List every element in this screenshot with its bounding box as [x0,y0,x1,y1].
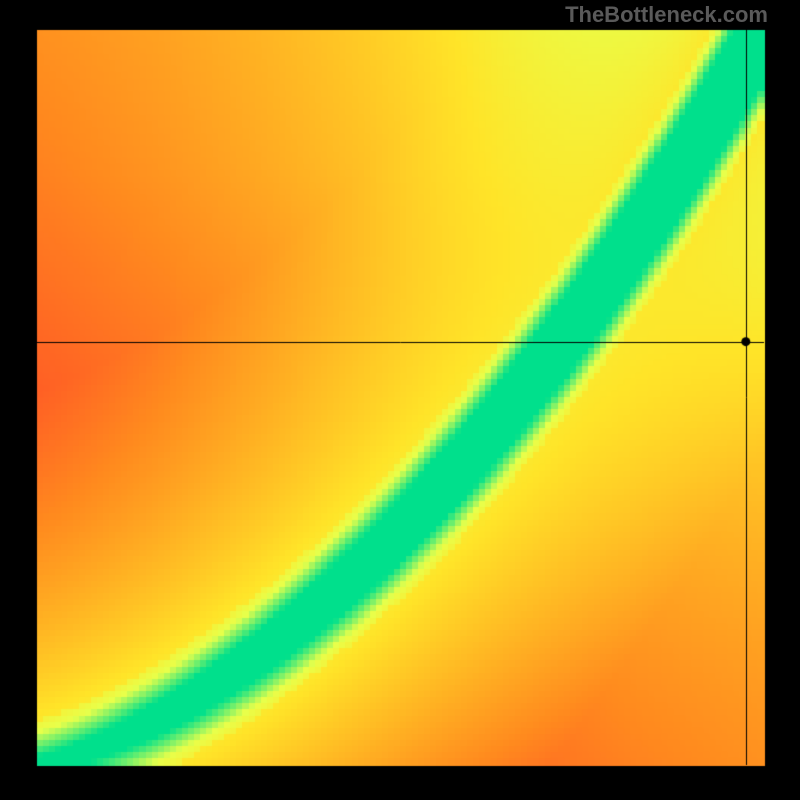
bottleneck-heatmap [0,0,800,800]
chart-container: TheBottleneck.com [0,0,800,800]
watermark-text: TheBottleneck.com [565,2,768,28]
